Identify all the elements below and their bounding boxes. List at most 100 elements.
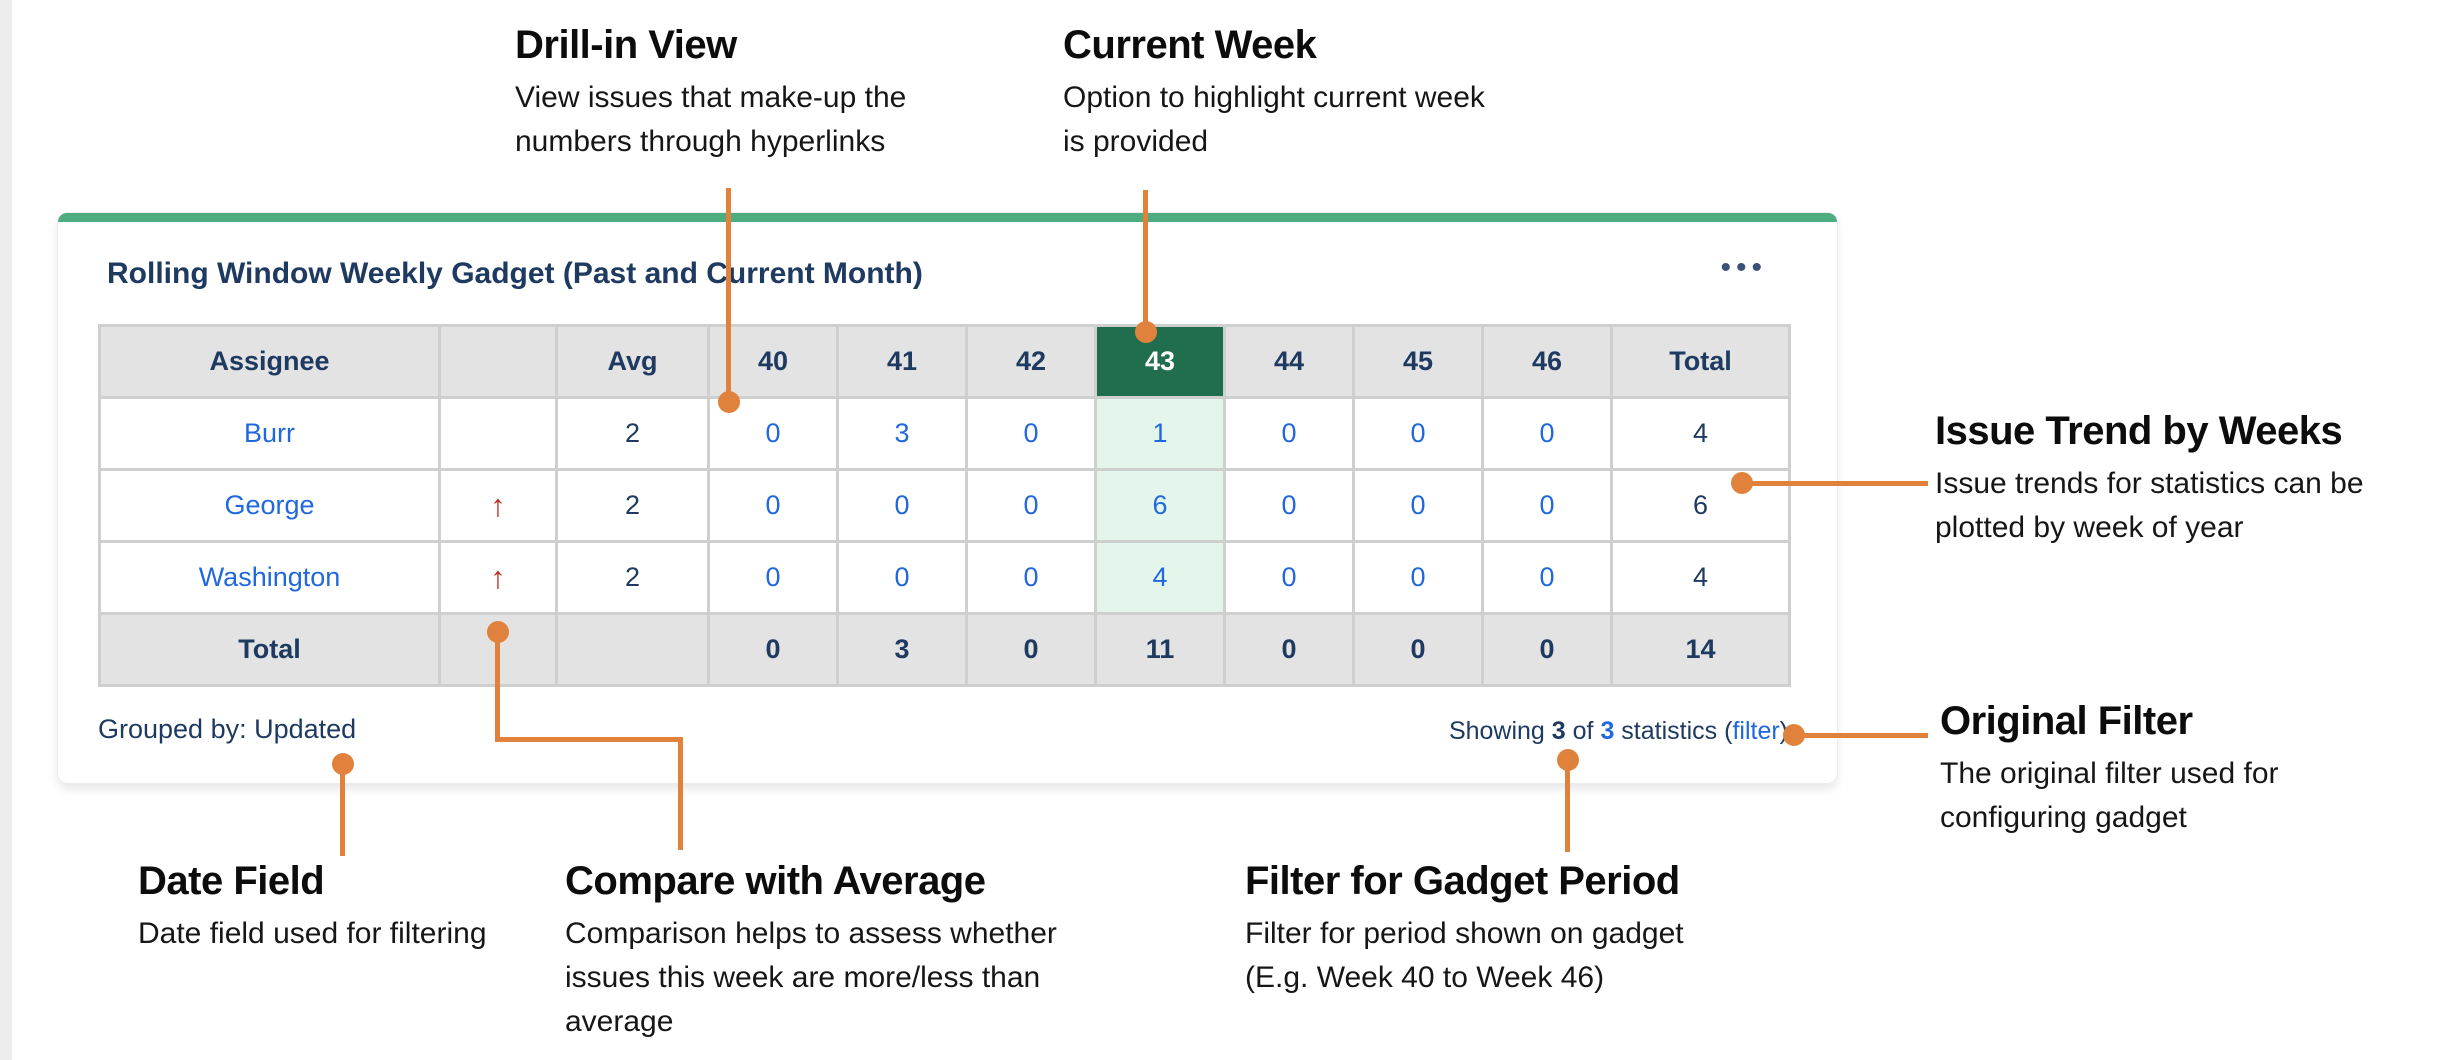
total-week-value: 11 <box>1094 612 1226 687</box>
week-count-link[interactable]: 0 <box>1539 418 1555 448</box>
weekly-stats-table: Assignee Avg 40 41 42 43 44 45 46 Total … <box>98 324 1791 687</box>
annotation-title: Issue Trend by Weeks <box>1935 409 2343 453</box>
week-count-link[interactable]: 0 <box>1410 418 1426 448</box>
assignee-link[interactable]: Washington <box>198 562 341 592</box>
week-cell: 0 <box>965 396 1097 471</box>
assignee-cell: Washington <box>98 540 441 615</box>
total-week-value: 3 <box>836 612 968 687</box>
col-header-week-42: 42 <box>965 324 1097 399</box>
col-header-week-44: 44 <box>1223 324 1355 399</box>
week-count-link[interactable]: 0 <box>1539 490 1555 520</box>
annotation-line: configuring gadget <box>1940 801 2187 834</box>
annotation-line: View issues that make-up the <box>515 81 907 114</box>
col-header-current-week-43: 43 <box>1094 324 1226 399</box>
week-count-link[interactable]: 0 <box>765 562 781 592</box>
week-count-link[interactable]: 1 <box>1152 418 1168 448</box>
col-header-trend <box>438 324 558 399</box>
assignee-cell: Burr <box>98 396 441 471</box>
more-options-icon[interactable]: ••• <box>1720 251 1767 284</box>
week-cell: 0 <box>965 468 1097 543</box>
filter-link[interactable]: filter <box>1732 717 1780 745</box>
annotation-issue-trend: Issue Trend by Weeks Issue trends for st… <box>1935 406 2364 550</box>
showing-count: 3 <box>1551 717 1566 745</box>
current-week-cell: 1 <box>1094 396 1226 471</box>
total-week-value: 0 <box>707 612 839 687</box>
row-total-value: 6 <box>1610 468 1791 543</box>
trend-cell <box>438 396 558 471</box>
connector-drill-in-dot <box>718 391 740 413</box>
week-count-link[interactable]: 0 <box>1410 562 1426 592</box>
week-cell: 0 <box>965 540 1097 615</box>
table-total-row: Total 0 3 0 11 0 0 0 14 <box>98 612 1791 687</box>
col-header-week-45: 45 <box>1352 324 1484 399</box>
annotation-body: The original filter used for configuring… <box>1940 752 2279 840</box>
annotation-line: is provided <box>1063 125 1209 158</box>
week-count-link[interactable]: 0 <box>1281 562 1297 592</box>
connector-issue-trend-line <box>1742 481 1928 486</box>
annotation-line: Comparison helps to assess whether <box>565 917 1057 950</box>
annotation-date-field: Date Field Date field used for filtering <box>138 856 487 956</box>
avg-value: 2 <box>555 396 710 471</box>
table-row: George ↑ 2 0 0 0 6 0 0 0 6 <box>98 468 1791 543</box>
connector-compare-average-line-horizontal <box>495 737 683 742</box>
week-cell: 0 <box>1223 468 1355 543</box>
showing-statistics-line: Showing 3 of 3 statistics (filter) <box>1449 717 1788 746</box>
grouped-by-label: Grouped by: Updated <box>98 714 357 744</box>
annotation-original-filter: Original Filter The original filter used… <box>1940 696 2279 840</box>
connector-current-week-dot <box>1135 321 1157 343</box>
annotation-line: Option to highlight current week <box>1063 81 1485 114</box>
week-cell: 0 <box>1352 396 1484 471</box>
connector-date-field-dot <box>332 753 354 775</box>
week-cell: 0 <box>836 468 968 543</box>
connector-original-filter-line <box>1794 733 1928 738</box>
week-count-link[interactable]: 3 <box>894 418 910 448</box>
week-count-link[interactable]: 0 <box>894 490 910 520</box>
week-count-link[interactable]: 4 <box>1152 562 1168 592</box>
annotation-line: Filter for period shown on gadget <box>1245 917 1684 950</box>
annotation-title: Compare with Average <box>565 859 986 903</box>
annotation-body: Option to highlight current week is prov… <box>1063 76 1485 164</box>
week-cell: 0 <box>836 540 968 615</box>
annotation-line: The original filter used for <box>1940 757 2279 790</box>
week-count-link[interactable]: 0 <box>1023 562 1039 592</box>
annotation-compare-average: Compare with Average Comparison helps to… <box>565 856 1057 1044</box>
annotation-title: Drill-in View <box>515 23 737 67</box>
week-count-link[interactable]: 0 <box>765 490 781 520</box>
week-count-link[interactable]: 0 <box>1410 490 1426 520</box>
annotation-body: Comparison helps to assess whether issue… <box>565 912 1057 1044</box>
week-count-link[interactable]: 0 <box>1023 490 1039 520</box>
week-count-link[interactable]: 0 <box>765 418 781 448</box>
avg-value: 2 <box>555 468 710 543</box>
week-cell: 0 <box>1352 468 1484 543</box>
total-week-value: 0 <box>1352 612 1484 687</box>
assignee-link[interactable]: Burr <box>243 418 295 448</box>
week-count-link[interactable]: 0 <box>1539 562 1555 592</box>
gadget-card: Rolling Window Weekly Gadget (Past and C… <box>58 213 1837 783</box>
week-count-link[interactable]: 0 <box>894 562 910 592</box>
annotation-current-week: Current Week Option to highlight current… <box>1063 20 1485 164</box>
connector-date-field-line <box>340 764 345 856</box>
showing-prefix: Showing <box>1448 717 1552 745</box>
card-accent-bar <box>58 213 1837 222</box>
week-cell: 0 <box>1481 540 1613 615</box>
connector-compare-average-line-vertical-1 <box>495 632 500 742</box>
annotation-gadget-period: Filter for Gadget Period Filter for peri… <box>1245 856 1684 1000</box>
week-count-link[interactable]: 0 <box>1023 418 1039 448</box>
row-total-value: 4 <box>1610 396 1791 471</box>
col-header-week-46: 46 <box>1481 324 1613 399</box>
annotation-line: plotted by week of year <box>1935 511 2244 544</box>
week-count-link[interactable]: 0 <box>1281 418 1297 448</box>
showing-suffix: statistics ( <box>1614 717 1733 745</box>
week-cell: 0 <box>1481 396 1613 471</box>
week-count-link[interactable]: 0 <box>1281 490 1297 520</box>
showing-of: of <box>1565 717 1601 745</box>
week-count-link[interactable]: 6 <box>1152 490 1168 520</box>
connector-issue-trend-dot <box>1731 472 1753 494</box>
connector-compare-average-line-vertical-2 <box>678 737 683 850</box>
assignee-link[interactable]: George <box>224 490 315 520</box>
trend-up-icon: ↑ <box>438 468 558 543</box>
current-week-cell: 6 <box>1094 468 1226 543</box>
table-row: Washington ↑ 2 0 0 0 4 0 0 0 4 <box>98 540 1791 615</box>
week-cell: 0 <box>1223 540 1355 615</box>
